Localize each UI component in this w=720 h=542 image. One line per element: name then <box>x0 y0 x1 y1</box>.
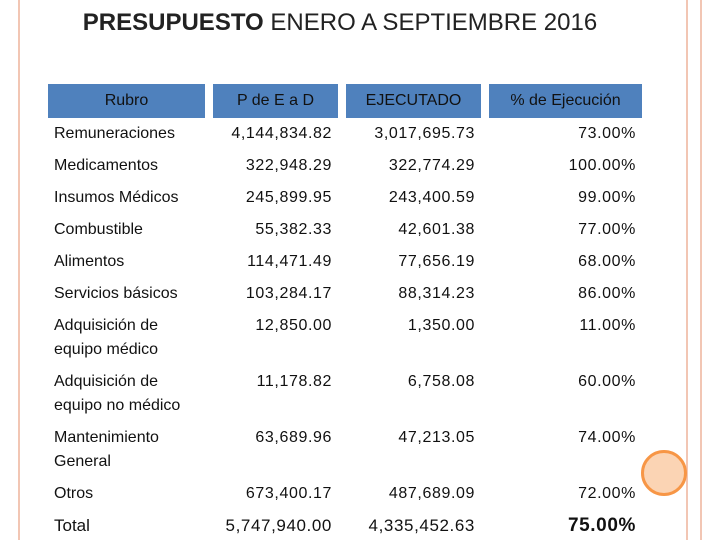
cell: 245,899.95 <box>245 189 332 206</box>
cell: 322,774.29 <box>388 157 475 174</box>
cell: 103,284.17 <box>245 285 332 302</box>
cell: 77,656.19 <box>398 253 475 270</box>
budget-table: Rubro P de E a D EJECUTADO% de Ejecución R… <box>40 84 650 542</box>
row-label: Combustible <box>54 221 143 238</box>
table-row: Remuneraciones 4,144,834.82 3,017,695.73 73… <box>48 118 642 150</box>
table-row: Servicios básicos 103,284.17 88,314.23 86.0… <box>48 278 642 310</box>
cell: 243,400.59 <box>388 189 475 206</box>
row-label: Otros <box>54 485 94 502</box>
table-body: Remuneraciones 4,144,834.82 3,017,695.73 73… <box>48 118 642 542</box>
row-label: Adquisición de equipo médico <box>54 317 159 358</box>
cell: 77.00% <box>578 221 636 238</box>
cell: 74.00% <box>578 429 636 446</box>
title: PRESUPUESTO ENERO A SEPTIEMBRE 2016 <box>70 6 610 39</box>
header-row: Rubro P de E a D EJECUTADO% de Ejecución <box>48 84 642 118</box>
header-cell: EJECUTADO <box>346 84 481 118</box>
row-label: Servicios básicos <box>54 285 178 302</box>
cell: 68.00% <box>578 253 636 270</box>
row-label: Adquisición de equipo no médico <box>54 373 181 414</box>
cell: 72.00% <box>578 485 636 502</box>
table-row: Medicamentos 322,948.29 322,774.29 100.00% <box>48 150 642 182</box>
title-rest: ENERO A SEPTIEMBRE 2016 <box>270 9 598 36</box>
cell: 12,850.00 <box>255 317 332 334</box>
cell: 75.00% <box>567 515 636 536</box>
table-row: Adquisición de equipo no médico 11,178.82… <box>48 366 642 422</box>
table-row: Alimentos 114,471.49 77,656.19 68.00% <box>48 246 642 278</box>
cell: 11.00% <box>579 317 636 334</box>
frame-line <box>700 0 702 540</box>
table-row: Combustible 55,382.33 42,601.38 77.00% <box>48 214 642 246</box>
cell: 63,689.96 <box>255 429 332 446</box>
row-label: Mantenimiento General <box>54 429 159 470</box>
cell: 100.00% <box>568 157 636 174</box>
cell: 47,213.05 <box>398 429 475 446</box>
table-row: Otros 673,400.17 487,689.09 72.00% <box>48 478 642 510</box>
cell: 3,017,695.73 <box>374 125 475 142</box>
frame-line <box>18 0 20 540</box>
row-label: Total <box>54 516 90 535</box>
row-label: Alimentos <box>54 253 125 270</box>
title-bold: PRESUPUESTO <box>82 9 264 36</box>
row-label: Medicamentos <box>54 157 159 174</box>
cell: 114,471.49 <box>247 253 332 270</box>
table-row: Total 5,747,940.00 4,335,452.63 75.00% <box>48 510 642 542</box>
cell: 88,314.23 <box>398 285 475 302</box>
header-cell: % de Ejecución <box>489 84 642 118</box>
table-row: Mantenimiento General 63,689.96 47,213.05 7… <box>48 422 642 478</box>
cell: 86.00% <box>578 285 636 302</box>
cell: 73.00% <box>578 125 636 142</box>
cell: 322,948.29 <box>245 157 332 174</box>
table-row: Adquisición de equipo médico 12,850.00 1,3… <box>48 310 642 366</box>
decor-circle <box>641 450 687 496</box>
header-cell: P de E a D <box>213 84 338 118</box>
cell: 42,601.38 <box>398 221 475 238</box>
cell: 1,350.00 <box>407 317 475 334</box>
cell: 60.00% <box>578 373 636 390</box>
table-row: Insumos Médicos 245,899.95 243,400.59 99.00… <box>48 182 642 214</box>
cell: 6,758.08 <box>407 373 475 390</box>
header-cell: Rubro <box>48 84 205 118</box>
cell: 55,382.33 <box>255 221 332 238</box>
cell: 11,178.82 <box>256 373 332 390</box>
row-label: Insumos Médicos <box>54 189 179 206</box>
cell: 5,747,940.00 <box>225 516 332 535</box>
cell: 673,400.17 <box>245 485 332 502</box>
cell: 487,689.09 <box>388 485 475 502</box>
cell: 4,144,834.82 <box>231 125 332 142</box>
row-label: Remuneraciones <box>54 125 175 142</box>
cell: 99.00% <box>578 189 636 206</box>
cell: 4,335,452.63 <box>368 516 475 535</box>
frame-line <box>686 0 688 540</box>
